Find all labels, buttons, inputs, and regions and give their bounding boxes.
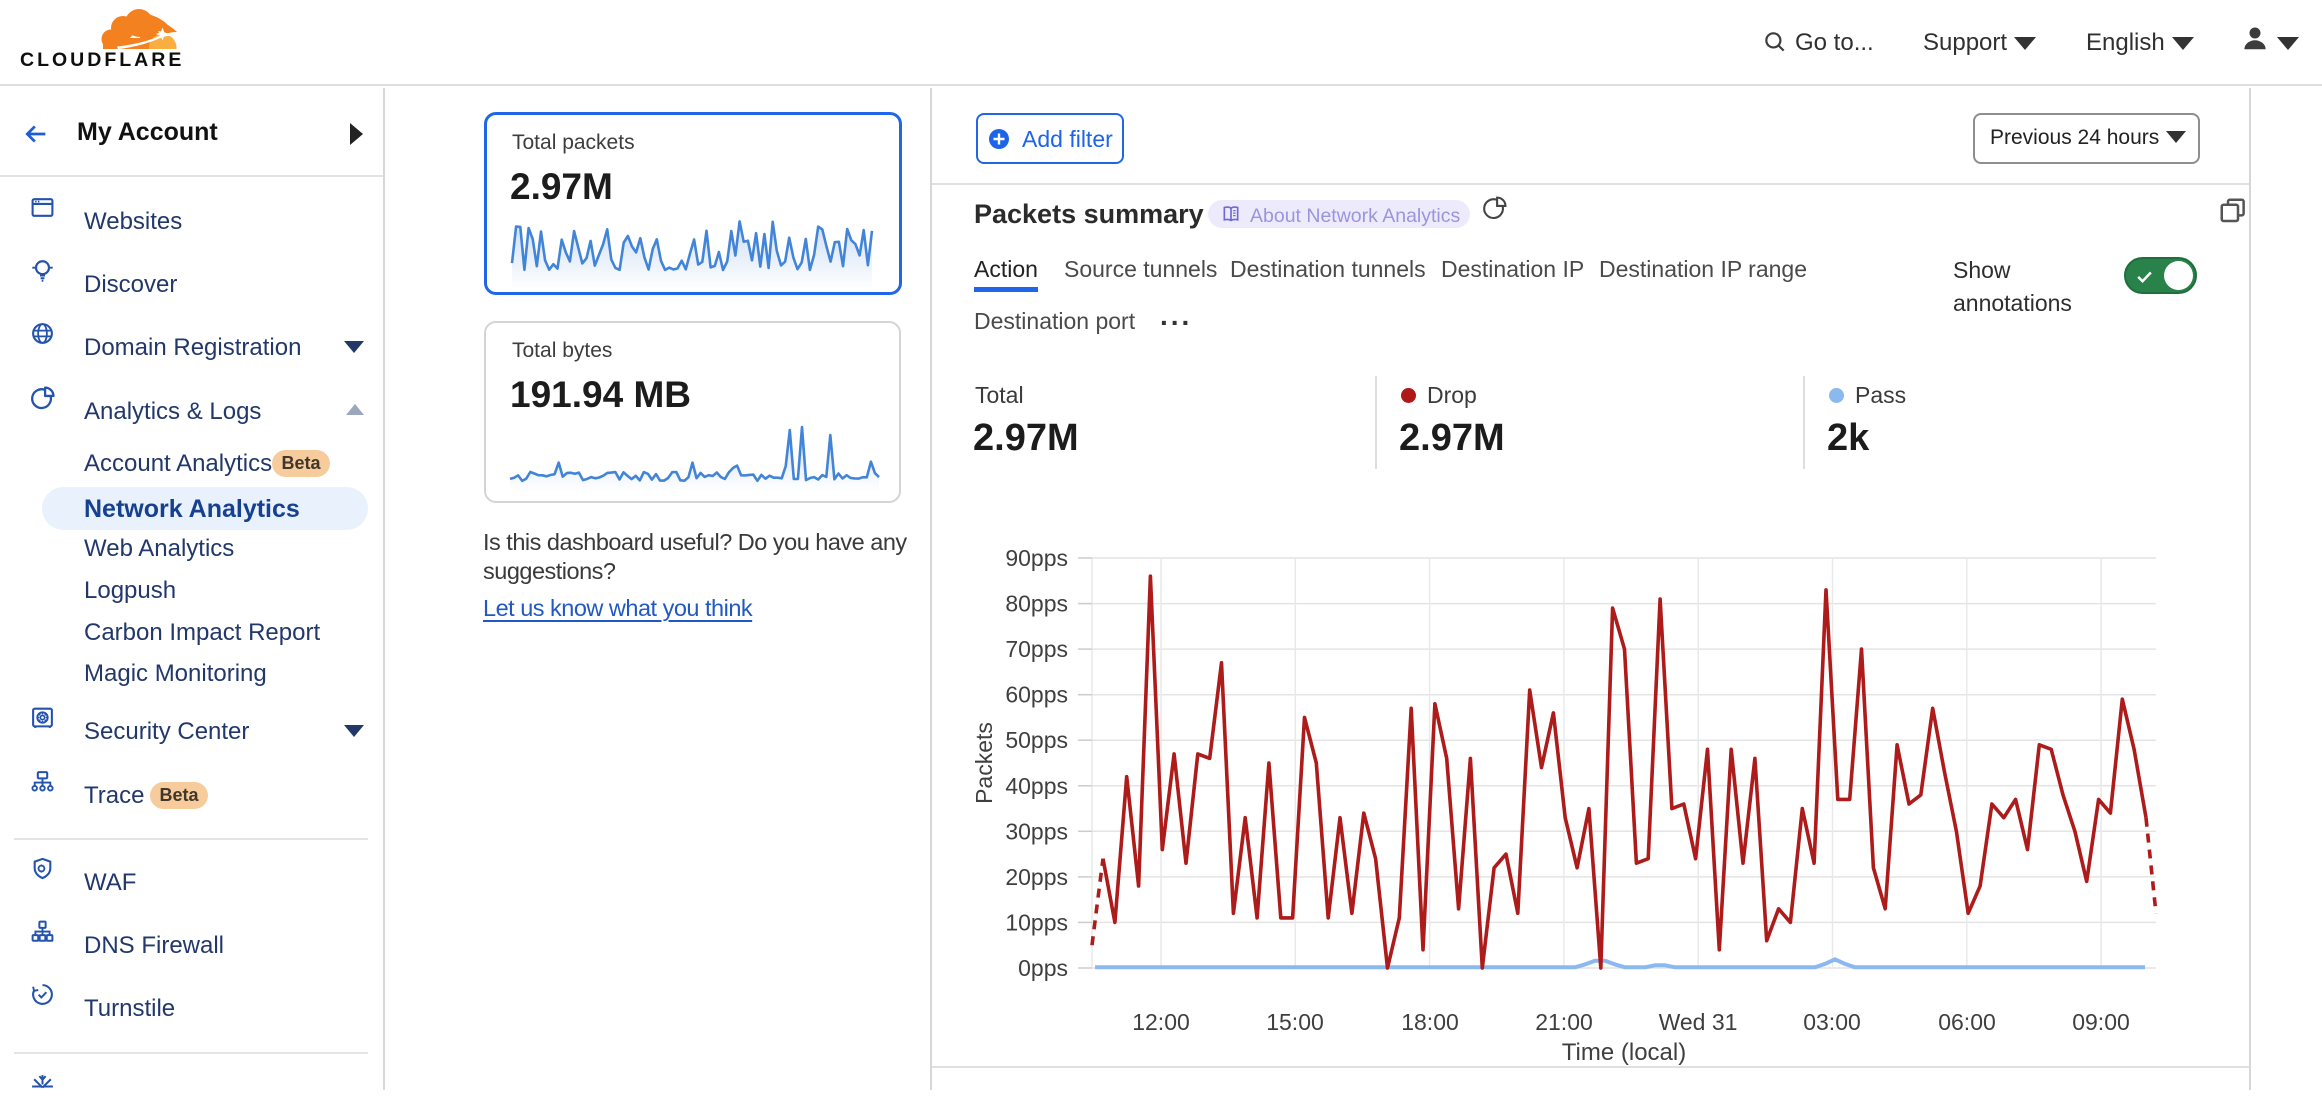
svg-text:Time (local): Time (local) <box>1562 1039 1686 1066</box>
svg-text:12:00: 12:00 <box>1132 1009 1190 1035</box>
svg-text:03:00: 03:00 <box>1803 1009 1861 1035</box>
svg-text:40pps: 40pps <box>1005 773 1068 799</box>
svg-text:Wed 31: Wed 31 <box>1659 1009 1738 1035</box>
svg-text:15:00: 15:00 <box>1266 1009 1324 1035</box>
svg-text:06:00: 06:00 <box>1938 1009 1996 1035</box>
svg-text:18:00: 18:00 <box>1401 1009 1459 1035</box>
svg-text:30pps: 30pps <box>1005 818 1068 844</box>
svg-text:Packets: Packets <box>971 722 997 804</box>
svg-text:21:00: 21:00 <box>1535 1009 1593 1035</box>
svg-text:90pps: 90pps <box>1005 545 1068 571</box>
svg-text:50pps: 50pps <box>1005 727 1068 753</box>
svg-text:09:00: 09:00 <box>2072 1009 2130 1035</box>
svg-text:10pps: 10pps <box>1005 909 1068 935</box>
svg-text:60pps: 60pps <box>1005 682 1068 708</box>
svg-text:70pps: 70pps <box>1005 636 1068 662</box>
svg-text:20pps: 20pps <box>1005 864 1068 890</box>
svg-text:0pps: 0pps <box>1018 955 1068 981</box>
svg-text:80pps: 80pps <box>1005 591 1068 617</box>
